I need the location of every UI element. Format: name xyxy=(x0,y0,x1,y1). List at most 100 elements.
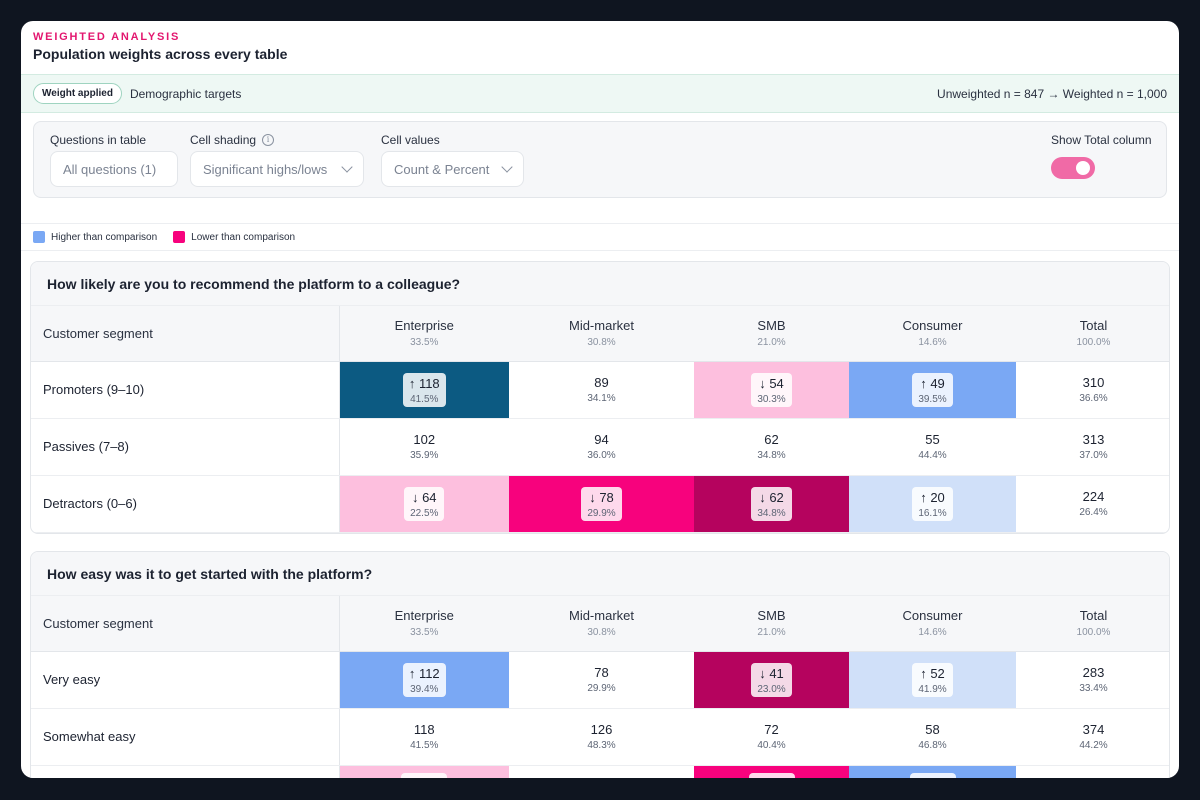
chevron-down-icon xyxy=(341,161,353,173)
data-cell[interactable]: 72 40.4% xyxy=(694,708,849,766)
data-cell[interactable]: 78 29.9% xyxy=(509,651,694,709)
cell-count: 283 xyxy=(1082,665,1105,680)
column-label: Enterprise xyxy=(394,608,454,624)
cell-percent: 44.2% xyxy=(1079,740,1108,751)
shading-legend: Higher than comparison Lower than compar… xyxy=(21,223,1179,251)
cell-values: 118 41.5% xyxy=(340,722,510,751)
values-control: Cell values Count & Percent xyxy=(381,133,524,187)
data-cell[interactable]: ↓ 64 22.5% xyxy=(339,475,509,533)
data-cell[interactable]: ↓ 54 30.3% xyxy=(694,361,849,419)
data-cell[interactable]: 374 44.2% xyxy=(1016,708,1169,766)
data-cell[interactable]: 58 46.8% xyxy=(849,708,1016,766)
data-cell[interactable]: ↑ 52 41.9% xyxy=(849,651,1016,709)
total-column-label: Show Total column xyxy=(1051,133,1152,147)
cell-percent: 46.8% xyxy=(918,740,947,751)
question-title: How easy was it to get started with the … xyxy=(31,552,1169,596)
shading-select[interactable]: Significant highs/lows xyxy=(190,151,364,187)
column-share: 33.5% xyxy=(410,627,439,639)
data-cell[interactable]: 310 36.6% xyxy=(1016,361,1169,419)
cell-values: 283 33.4% xyxy=(1016,665,1169,694)
cell-percent: 29.9% xyxy=(587,507,616,519)
significance-badge xyxy=(909,773,956,778)
cell-percent: 23.0% xyxy=(757,683,786,695)
column-label: Consumer xyxy=(902,318,963,334)
cell-count: 224 xyxy=(1082,489,1105,504)
data-cell[interactable]: 102 35.9% xyxy=(339,418,509,476)
data-cell[interactable]: 62 34.8% xyxy=(694,418,849,476)
data-cell[interactable]: ↓ 62 34.8% xyxy=(694,475,849,533)
column-header: Enterprise 33.5% xyxy=(339,596,509,652)
column-share: 100.0% xyxy=(1076,627,1111,639)
significance-badge: ↑ 112 39.4% xyxy=(402,662,446,697)
data-cell[interactable]: 118 41.5% xyxy=(339,708,510,766)
data-cell[interactable]: ↑ 49 39.5% xyxy=(849,361,1016,419)
cell-values: 78 29.9% xyxy=(509,665,694,694)
weight-targets-label: Demographic targets xyxy=(129,86,242,101)
column-share: 33.5% xyxy=(410,337,439,349)
data-cell[interactable]: ↓ 41 23.0% xyxy=(694,651,849,709)
column-label: Mid-market xyxy=(568,608,634,624)
legend-item-higher: Higher than comparison xyxy=(33,231,157,243)
column-label: Mid-market xyxy=(568,318,634,334)
data-cell[interactable]: 283 33.4% xyxy=(1016,651,1169,709)
data-cell[interactable]: ↑ 118 41.5% xyxy=(339,361,509,419)
column-header: Consumer 14.6% xyxy=(849,306,1016,362)
cell-percent: 35.9% xyxy=(410,450,439,461)
significance-badge: ↓ 78 29.9% xyxy=(581,486,622,521)
data-cell[interactable]: 94 36.0% xyxy=(509,418,694,476)
column-label: Total xyxy=(1079,608,1108,624)
cell-count: ↑ 52 xyxy=(920,665,945,681)
values-label: Cell values xyxy=(381,133,440,147)
cell-percent: 26.4% xyxy=(1079,507,1108,518)
questions-select[interactable]: All questions (1) xyxy=(50,151,178,187)
cell-count: ↑ 20 xyxy=(920,489,945,505)
total-column-toggle[interactable] xyxy=(1051,157,1095,179)
column-share: 21.0% xyxy=(757,627,786,639)
column-header: Mid-market 30.8% xyxy=(509,596,694,652)
data-cell[interactable] xyxy=(1016,765,1169,778)
weight-applied-badge[interactable]: Weight applied xyxy=(33,83,122,104)
cell-values: 94 36.0% xyxy=(509,432,694,461)
shading-control: Cell shading i Significant highs/lows xyxy=(190,133,364,187)
column-share: 100.0% xyxy=(1076,337,1111,349)
cell-percent: 34.8% xyxy=(757,450,786,461)
cell-percent: 39.5% xyxy=(918,393,947,405)
cell-percent: 48.3% xyxy=(587,740,616,751)
cell-percent: 36.6% xyxy=(1079,393,1108,404)
data-cell[interactable]: 89 34.1% xyxy=(509,361,694,419)
data-cell[interactable] xyxy=(339,765,509,778)
cell-count: 94 xyxy=(594,432,609,447)
data-cell[interactable]: ↓ 78 29.9% xyxy=(509,475,694,533)
page-eyebrow: WEIGHTED ANALYSIS xyxy=(33,31,181,43)
data-cell[interactable]: ↑ 112 39.4% xyxy=(339,651,509,709)
legend-lower-label: Lower than comparison xyxy=(191,231,296,243)
significance-badge xyxy=(748,773,795,778)
data-cell[interactable]: 224 26.4% xyxy=(1016,475,1169,533)
info-icon[interactable]: i xyxy=(262,134,275,146)
cell-percent: 36.0% xyxy=(587,450,616,461)
cell-count: ↑ 49 xyxy=(920,375,945,391)
cell-count: ↑ 118 xyxy=(408,375,440,391)
data-cell[interactable]: ↑ 20 16.1% xyxy=(849,475,1016,533)
data-cell[interactable]: 126 48.3% xyxy=(509,708,694,766)
values-select[interactable]: Count & Percent xyxy=(381,151,524,187)
data-cell[interactable] xyxy=(509,765,694,778)
column-header: Enterprise 33.5% xyxy=(339,306,509,362)
significance-badge: ↓ 41 23.0% xyxy=(751,662,792,697)
chevron-down-icon xyxy=(501,161,513,173)
cell-percent: 37.0% xyxy=(1079,450,1108,461)
column-header: Consumer 14.6% xyxy=(849,596,1016,652)
cell-percent: 29.9% xyxy=(587,683,616,694)
table-row: Somewhat easy 118 41.5% 126 48.3% 72 40.4% 58 46… xyxy=(31,708,1169,766)
cell-percent: 34.1% xyxy=(587,393,616,404)
significance-badge: ↓ 62 34.8% xyxy=(751,486,792,521)
data-cell[interactable]: 55 44.4% xyxy=(849,418,1016,476)
data-cell[interactable]: 313 37.0% xyxy=(1016,418,1169,476)
data-cell[interactable] xyxy=(849,765,1016,778)
crosstab-card: How likely are you to recommend the plat… xyxy=(30,261,1170,534)
data-cell[interactable] xyxy=(694,765,849,778)
page-title: Population weights across every table xyxy=(33,46,288,62)
cell-percent: 41.5% xyxy=(410,740,439,751)
cell-count: 78 xyxy=(594,665,609,680)
crosstab-table: Customer segment Enterprise 33.5% Mid-marke… xyxy=(31,596,1169,778)
